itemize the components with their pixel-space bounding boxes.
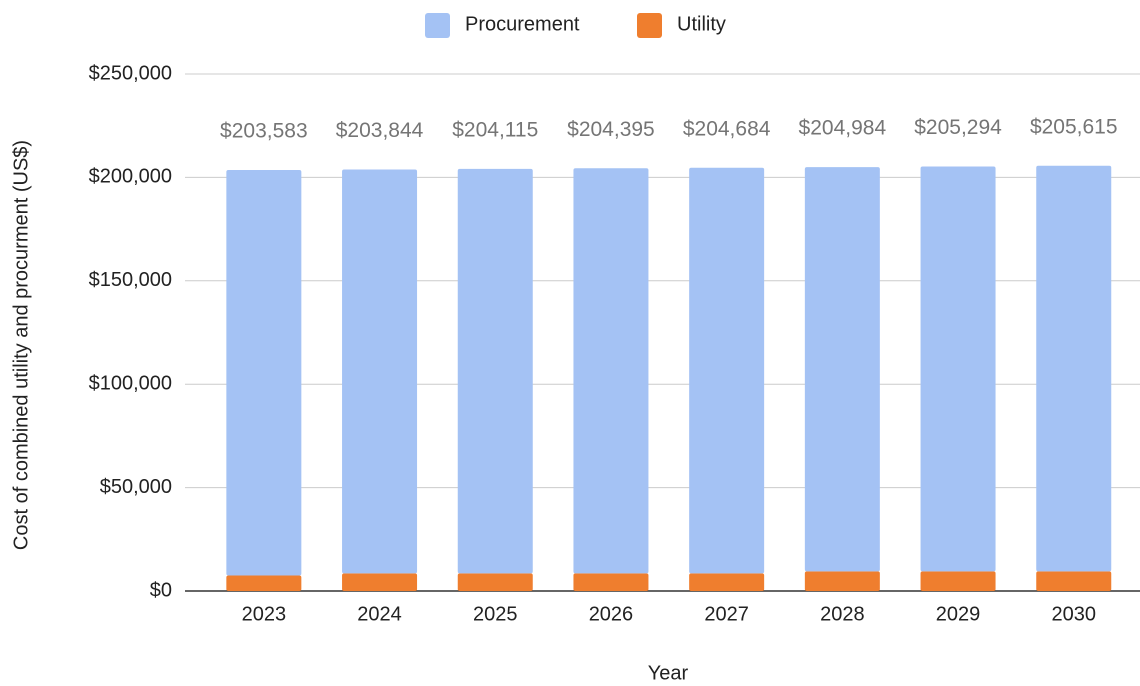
total-label: $204,395 [567,118,655,141]
total-label: $205,294 [914,116,1002,139]
y-tick-label: $200,000 [89,166,172,188]
bar-segment [920,571,996,591]
bar-segment [689,573,765,591]
y-tick-label: $250,000 [89,62,172,84]
total-label: $205,615 [1030,115,1118,138]
total-label: $203,844 [336,119,424,142]
x-tick-label: 2026 [589,603,634,625]
legend-label: Utility [677,13,726,35]
legend-swatch [425,13,450,38]
legend-label: Procurement [465,13,580,35]
bar-segment [920,166,996,572]
bar-segment [689,167,765,574]
bar-segment [226,575,302,591]
bar-segment [342,573,418,591]
legend-swatch [637,13,662,38]
total-label: $204,684 [683,117,771,140]
x-tick-label: 2027 [704,603,749,625]
bar-segment [573,573,649,591]
x-tick-label: 2028 [820,603,865,625]
x-tick-label: 2023 [242,603,287,625]
bar-segment [804,571,880,591]
bar-segment [804,167,880,572]
y-tick-label: $100,000 [89,372,172,394]
x-axis-title: Year [648,662,689,684]
total-label: $204,115 [452,118,538,141]
y-tick-label: $150,000 [89,269,172,291]
y-axis-title: Cost of combined utility and procurment … [10,140,32,550]
total-label: $204,984 [799,117,887,140]
y-tick-label: $0 [150,579,172,601]
bar-segment [457,573,533,591]
y-tick-label: $50,000 [100,476,172,498]
bar-segment [1036,165,1112,572]
bar-segment [573,168,649,574]
bar-segment [226,169,302,576]
bar-segment [342,169,418,574]
x-tick-label: 2025 [473,603,518,625]
bar-segment [457,168,533,574]
total-label: $203,583 [220,120,308,143]
x-tick-label: 2024 [357,603,402,625]
bar-segment [1036,571,1112,591]
x-tick-label: 2029 [936,603,981,625]
x-tick-label: 2030 [1052,603,1097,625]
